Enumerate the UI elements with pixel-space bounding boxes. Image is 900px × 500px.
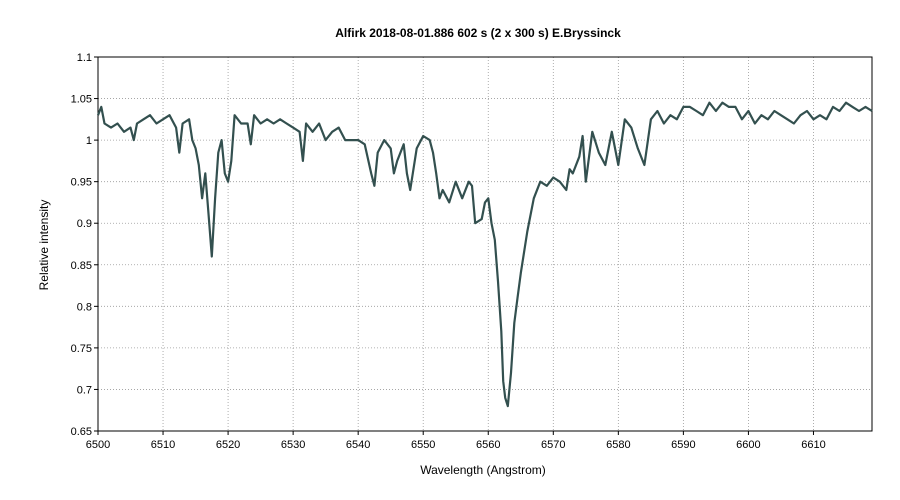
x-axis-label: Wavelength (Angstrom) xyxy=(420,463,546,477)
x-tick-label: 6570 xyxy=(541,439,565,451)
x-tick-label: 6600 xyxy=(736,439,760,451)
x-tick-label: 6550 xyxy=(411,439,435,451)
grid-lines xyxy=(97,56,872,432)
y-tick-label: 0.7 xyxy=(77,384,92,396)
y-tick-label: 1.1 xyxy=(77,52,92,64)
y-tick-label: 0.65 xyxy=(71,426,92,438)
x-tick-label: 6500 xyxy=(86,439,110,451)
x-tick-label: 6580 xyxy=(606,439,630,451)
y-tick-label: 1.05 xyxy=(71,94,92,106)
y-tick-label: 0.8 xyxy=(77,301,92,313)
x-tick-label: 6520 xyxy=(216,439,240,451)
x-tick-label: 6610 xyxy=(801,439,825,451)
y-axis-label: Relative intensity xyxy=(37,200,51,291)
y-tick-label: 0.75 xyxy=(71,343,92,355)
y-tick-label: 0.85 xyxy=(71,260,92,272)
y-tick-label: 0.9 xyxy=(77,218,92,230)
x-tick-label: 6510 xyxy=(151,439,175,451)
x-tick-label: 6590 xyxy=(671,439,695,451)
chart-title: Alfirk 2018-08-01.886 602 s (2 x 300 s) … xyxy=(335,26,621,40)
x-tick-label: 6540 xyxy=(346,439,370,451)
axis-ticks: 6500 6510 6520 6530 6540 6550 6560 6570 6580 6590… xyxy=(71,52,826,451)
y-tick-label: 1 xyxy=(86,135,92,147)
x-tick-label: 6530 xyxy=(281,439,305,451)
x-tick-label: 6560 xyxy=(476,439,500,451)
plot-frame xyxy=(97,56,873,432)
series-line-spectrum xyxy=(96,101,873,408)
y-tick-label: 0.95 xyxy=(71,177,92,189)
